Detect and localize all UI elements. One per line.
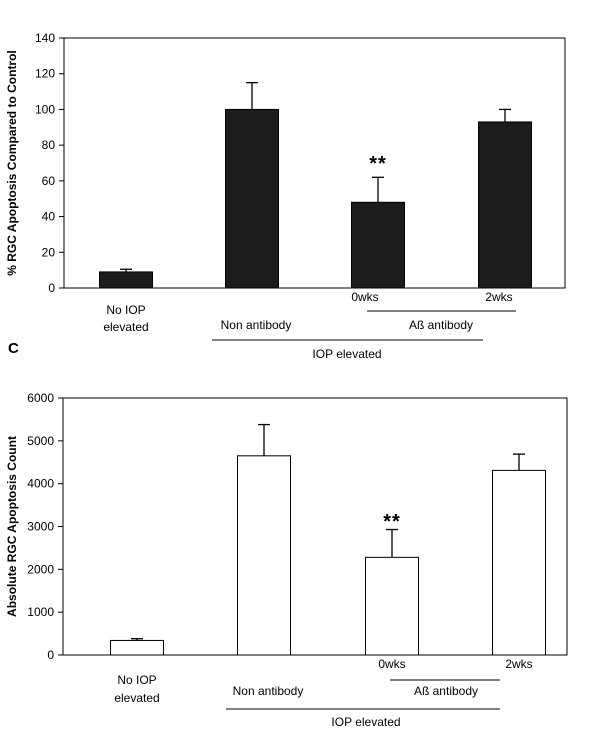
bar [492,469,546,656]
bar [110,639,164,656]
significance-marker: ** [383,511,401,533]
category-label-2wks: 2wks [505,657,532,671]
y-tick-label: 3000 [27,520,54,534]
y-tick-label: 80 [42,138,56,152]
significance-marker: ** [369,153,387,175]
category-label-no-iop: No IOP [117,673,156,687]
y-tick-label: 40 [42,210,56,224]
category-label-non-antibody: Non antibody [221,318,292,332]
y-tick-label: 4000 [27,477,54,491]
y-axis-label: Absolute RGC Apoptosis Count [5,436,19,617]
bar [225,108,279,289]
plot-frame [62,397,568,656]
bar [237,455,291,656]
y-tick-label: 60 [42,174,56,188]
bar [365,556,419,656]
bar [99,271,153,289]
category-label-no-iop: elevated [114,691,159,705]
y-tick-label: 5000 [27,434,54,448]
category-label-no-iop: No IOP [106,303,145,317]
group-label-ab-antibody: Aß antibody [414,684,478,698]
y-tick-label: 140 [35,31,55,45]
group-label-ab-antibody: Aß antibody [409,318,473,332]
chart-panel-top: 0 20 40 60 80 100 120 140 % RGC Apoptosis Compar… [5,31,566,361]
group-label-iop-elevated: IOP elevated [312,347,381,361]
group-label-iop-elevated: IOP elevated [331,715,400,729]
chart-panel-c: 0 1000 2000 3000 4000 5000 6000 Absolute RGC Ap… [5,391,568,729]
category-label-0wks: 0wks [378,657,405,671]
y-tick-label: 2000 [27,562,54,576]
plot-frame [63,37,566,289]
category-label-2wks: 2wks [485,290,512,304]
category-label-0wks: 0wks [351,290,378,304]
y-tick-label: 120 [35,67,55,81]
y-tick-label: 0 [48,281,55,295]
bar [351,201,405,289]
category-label-non-antibody: Non antibody [233,684,304,698]
y-tick-label: 100 [35,102,55,116]
panel-label-c: C [8,340,19,357]
y-tick-label: 20 [42,245,56,259]
category-label-no-iop: elevated [103,320,148,334]
y-tick-label: 0 [47,648,54,662]
y-tick-label: 1000 [27,605,54,619]
y-tick-label: 6000 [27,391,54,405]
bar [478,121,532,289]
y-axis-label: % RGC Apoptosis Compared to Control [5,50,19,276]
